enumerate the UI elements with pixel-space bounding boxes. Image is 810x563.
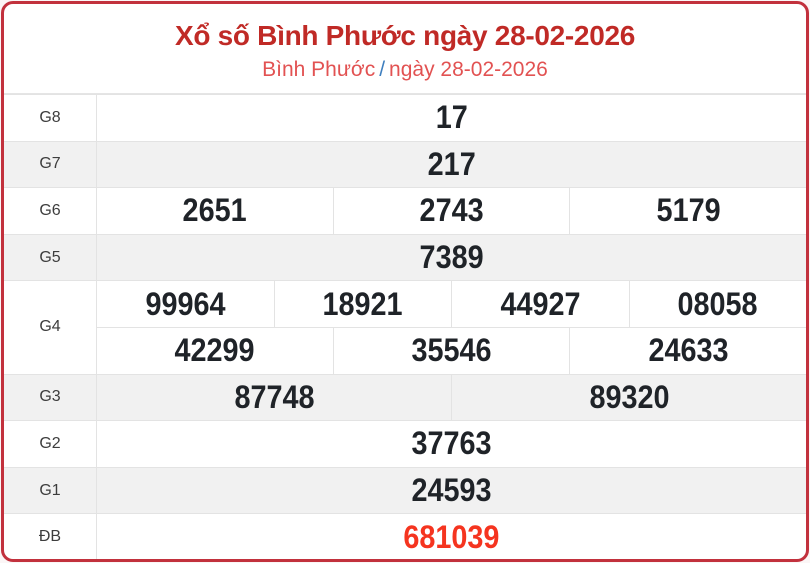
prize-number: 35546 bbox=[334, 327, 571, 374]
date-link[interactable]: ngày 28-02-2026 bbox=[389, 58, 548, 81]
prize-label: G2 bbox=[4, 421, 97, 467]
breadcrumb-separator: / bbox=[379, 58, 386, 81]
province-link[interactable]: Bình Phước bbox=[262, 58, 376, 81]
prize-number: 08058 bbox=[677, 285, 758, 322]
table-row-g6: G6 2651 2743 5179 bbox=[4, 187, 806, 234]
table-row-g1: G1 24593 bbox=[4, 466, 806, 514]
result-header: Xổ số Bình Phước ngày 28-02-2026 Bình Ph… bbox=[4, 4, 806, 94]
prize-label: G4 bbox=[4, 281, 97, 374]
prize-label: G1 bbox=[4, 467, 97, 514]
prize-label: G6 bbox=[4, 188, 97, 234]
table-row-g4: G4 99964 18921 44927 08058 42299 35546 2… bbox=[4, 280, 806, 374]
prize-number: 217 bbox=[427, 145, 476, 182]
table-row-g2: G2 37763 bbox=[4, 420, 806, 467]
table-row-g3: G3 87748 89320 bbox=[4, 373, 806, 421]
prize-number: 17 bbox=[435, 99, 468, 136]
page-title: Xổ số Bình Phước ngày 28-02-2026 bbox=[174, 20, 636, 51]
table-row-g5: G5 7389 bbox=[4, 233, 806, 281]
prize-number: 99964 bbox=[97, 281, 275, 327]
prize-number: 24633 bbox=[648, 332, 729, 369]
prize-number: 87748 bbox=[97, 374, 452, 421]
table-row-db: ĐB 681039 bbox=[4, 513, 806, 559]
prize-number: 44927 bbox=[452, 281, 630, 327]
prize-number: 2743 bbox=[334, 188, 571, 234]
prize-label: G7 bbox=[4, 141, 97, 188]
prize-number: 89320 bbox=[588, 378, 670, 415]
prize-number: 37763 bbox=[411, 425, 492, 462]
prize-number: 5179 bbox=[656, 192, 721, 229]
table-row-g7: G7 217 bbox=[4, 140, 806, 188]
prize-number: 7389 bbox=[419, 239, 484, 276]
prize-number: 24593 bbox=[411, 472, 492, 509]
prize-number: 18921 bbox=[275, 281, 452, 327]
prize-label: G8 bbox=[4, 95, 97, 141]
special-prize-number: 681039 bbox=[403, 518, 500, 555]
prize-label: G3 bbox=[4, 374, 97, 421]
table-row-g8: G8 17 bbox=[4, 94, 806, 141]
prize-label: G5 bbox=[4, 234, 97, 281]
prize-label: ĐB bbox=[4, 514, 97, 559]
prize-number: 42299 bbox=[97, 327, 334, 374]
prize-number: 2651 bbox=[97, 188, 334, 234]
breadcrumb: Bình Phước / ngày 28-02-2026 bbox=[4, 58, 806, 82]
